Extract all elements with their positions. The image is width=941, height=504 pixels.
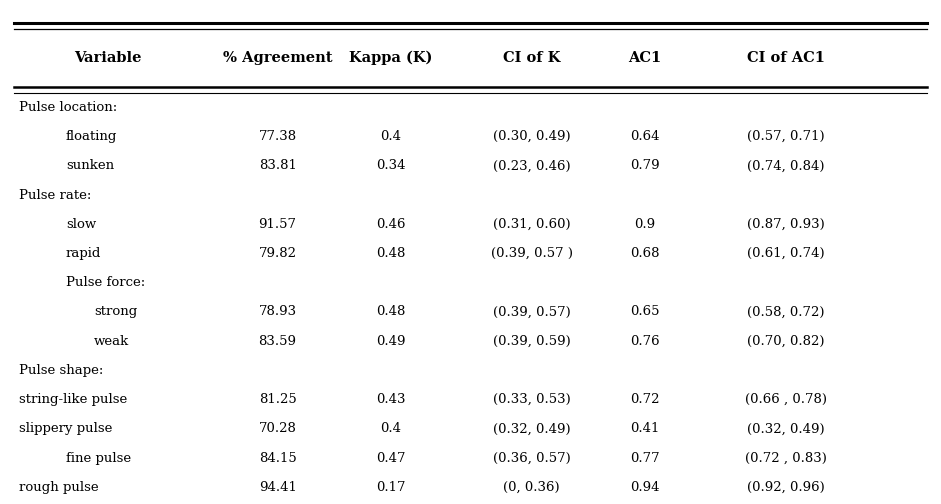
Text: Pulse shape:: Pulse shape: xyxy=(19,364,104,377)
Text: 91.57: 91.57 xyxy=(259,218,296,231)
Text: (0.92, 0.96): (0.92, 0.96) xyxy=(747,481,824,494)
Text: 0.4: 0.4 xyxy=(380,422,401,435)
Text: 0.76: 0.76 xyxy=(630,335,660,348)
Text: 0.48: 0.48 xyxy=(375,247,406,260)
Text: 0.72: 0.72 xyxy=(630,393,660,406)
Text: (0.32, 0.49): (0.32, 0.49) xyxy=(747,422,824,435)
Text: (0.36, 0.57): (0.36, 0.57) xyxy=(493,452,570,465)
Text: (0.72 , 0.83): (0.72 , 0.83) xyxy=(744,452,827,465)
Text: 0.47: 0.47 xyxy=(375,452,406,465)
Text: floating: floating xyxy=(66,130,118,143)
Text: Kappa (K): Kappa (K) xyxy=(349,50,432,65)
Text: weak: weak xyxy=(94,335,129,348)
Text: 0.94: 0.94 xyxy=(630,481,660,494)
Text: 0.4: 0.4 xyxy=(380,130,401,143)
Text: rough pulse: rough pulse xyxy=(19,481,99,494)
Text: (0.39, 0.59): (0.39, 0.59) xyxy=(493,335,570,348)
Text: sunken: sunken xyxy=(66,159,114,172)
Text: (0.39, 0.57 ): (0.39, 0.57 ) xyxy=(490,247,573,260)
Text: 0.43: 0.43 xyxy=(375,393,406,406)
Text: (0.74, 0.84): (0.74, 0.84) xyxy=(747,159,824,172)
Text: CI of K: CI of K xyxy=(503,51,560,65)
Text: (0, 0.36): (0, 0.36) xyxy=(503,481,560,494)
Text: (0.23, 0.46): (0.23, 0.46) xyxy=(493,159,570,172)
Text: 83.81: 83.81 xyxy=(259,159,296,172)
Text: (0.58, 0.72): (0.58, 0.72) xyxy=(747,305,824,319)
Text: rapid: rapid xyxy=(66,247,102,260)
Text: strong: strong xyxy=(94,305,137,319)
Text: (0.57, 0.71): (0.57, 0.71) xyxy=(747,130,824,143)
Text: slippery pulse: slippery pulse xyxy=(19,422,112,435)
Text: (0.70, 0.82): (0.70, 0.82) xyxy=(747,335,824,348)
Text: 78.93: 78.93 xyxy=(259,305,296,319)
Text: 70.28: 70.28 xyxy=(259,422,296,435)
Text: 0.46: 0.46 xyxy=(375,218,406,231)
Text: 81.25: 81.25 xyxy=(259,393,296,406)
Text: 0.68: 0.68 xyxy=(630,247,660,260)
Text: (0.66 , 0.78): (0.66 , 0.78) xyxy=(744,393,827,406)
Text: Pulse location:: Pulse location: xyxy=(19,101,117,114)
Text: 0.9: 0.9 xyxy=(634,218,655,231)
Text: 0.41: 0.41 xyxy=(630,422,660,435)
Text: (0.30, 0.49): (0.30, 0.49) xyxy=(493,130,570,143)
Text: (0.87, 0.93): (0.87, 0.93) xyxy=(747,218,824,231)
Text: slow: slow xyxy=(66,218,96,231)
Text: (0.31, 0.60): (0.31, 0.60) xyxy=(493,218,570,231)
Text: 0.79: 0.79 xyxy=(630,159,660,172)
Text: 0.64: 0.64 xyxy=(630,130,660,143)
Text: 94.41: 94.41 xyxy=(259,481,296,494)
Text: (0.39, 0.57): (0.39, 0.57) xyxy=(493,305,570,319)
Text: string-like pulse: string-like pulse xyxy=(19,393,127,406)
Text: Variable: Variable xyxy=(74,51,142,65)
Text: 0.77: 0.77 xyxy=(630,452,660,465)
Text: (0.61, 0.74): (0.61, 0.74) xyxy=(747,247,824,260)
Text: 84.15: 84.15 xyxy=(259,452,296,465)
Text: Pulse rate:: Pulse rate: xyxy=(19,188,91,202)
Text: CI of AC1: CI of AC1 xyxy=(747,51,824,65)
Text: Pulse force:: Pulse force: xyxy=(66,276,145,289)
Text: 0.65: 0.65 xyxy=(630,305,660,319)
Text: AC1: AC1 xyxy=(628,51,662,65)
Text: fine pulse: fine pulse xyxy=(66,452,131,465)
Text: 0.34: 0.34 xyxy=(375,159,406,172)
Text: (0.32, 0.49): (0.32, 0.49) xyxy=(493,422,570,435)
Text: 83.59: 83.59 xyxy=(259,335,296,348)
Text: 79.82: 79.82 xyxy=(259,247,296,260)
Text: 77.38: 77.38 xyxy=(259,130,296,143)
Text: % Agreement: % Agreement xyxy=(223,51,332,65)
Text: 0.17: 0.17 xyxy=(375,481,406,494)
Text: (0.33, 0.53): (0.33, 0.53) xyxy=(493,393,570,406)
Text: 0.49: 0.49 xyxy=(375,335,406,348)
Text: 0.48: 0.48 xyxy=(375,305,406,319)
